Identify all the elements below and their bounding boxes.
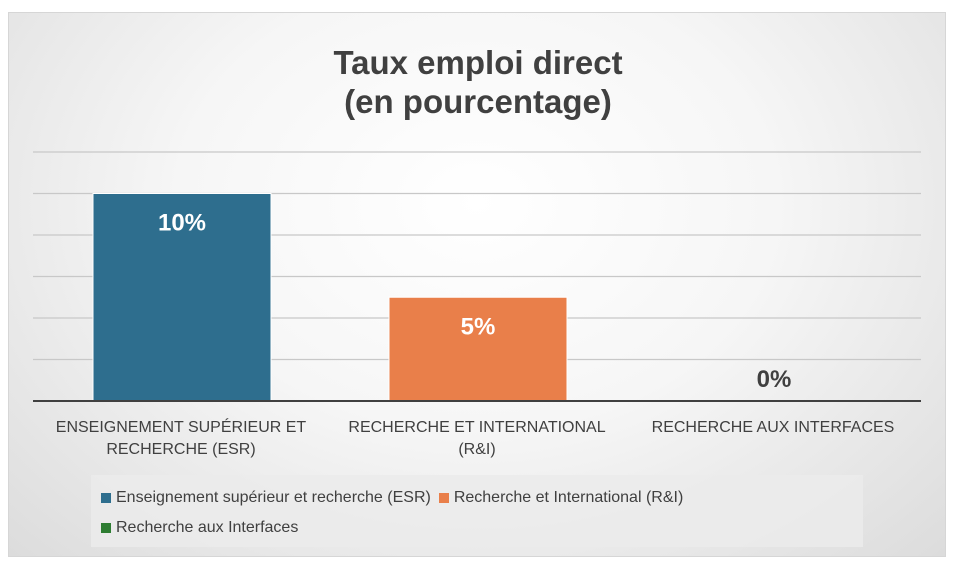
- legend-label-interfaces: Recherche aux Interfaces: [116, 519, 299, 536]
- legend-label-ri: Recherche et International (R&I): [453, 489, 684, 506]
- legend-swatch-ri: [438, 493, 449, 503]
- legend-item-ri: Recherche et International (R&I): [438, 489, 684, 507]
- chart-title-line-2: (en pourcentage): [344, 83, 612, 120]
- bar-1: [388, 296, 568, 402]
- chart-title: Taux emploi direct (en pourcentage): [9, 43, 945, 121]
- legend-item-esr: Enseignement supérieur et recherche (ESR…: [101, 489, 431, 507]
- legend-swatch-esr: [101, 493, 111, 503]
- legend: Enseignement supérieur et recherche (ESR…: [91, 475, 863, 547]
- bar-0: [92, 193, 272, 402]
- data-label-2: 0%: [757, 366, 792, 393]
- legend-label-esr: Enseignement supérieur et recherche (ESR…: [116, 489, 431, 506]
- data-label-1: 5%: [461, 313, 496, 340]
- legend-row-1: Enseignement supérieur et recherche (ESR…: [101, 483, 853, 513]
- x-tick-label-interfaces: RECHERCHE AUX INTERFACES: [651, 419, 895, 436]
- plot-area: 10% 5% 0%: [33, 151, 921, 402]
- legend-row-2: Recherche aux Interfaces: [101, 513, 853, 543]
- x-tick-label-ri: RECHERCHE ET INTERNATIONAL (R&I): [348, 419, 606, 458]
- legend-item-interfaces: Recherche aux Interfaces: [101, 519, 298, 537]
- data-label-0: 10%: [158, 210, 206, 237]
- legend-swatch-interfaces: [101, 523, 111, 533]
- chart-area: Taux emploi direct (en pourcentage) 10% 5…: [8, 12, 946, 557]
- chart-title-line-1: Taux emploi direct: [333, 44, 623, 81]
- x-tick-label-esr: ENSEIGNEMENT SUPÉRIEUR ET RECHERCHE (ESR…: [55, 419, 307, 458]
